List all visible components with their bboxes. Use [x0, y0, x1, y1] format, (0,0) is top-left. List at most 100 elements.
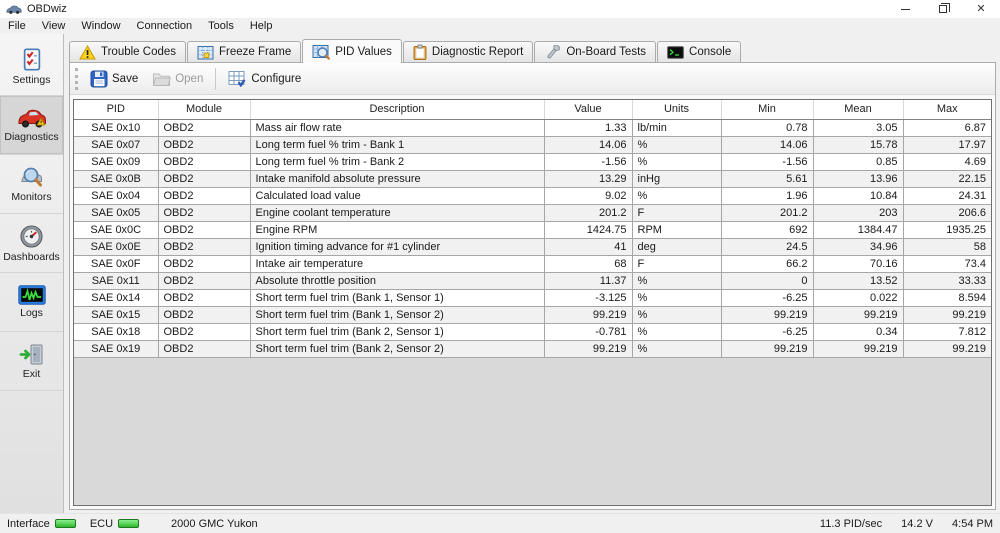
- sidebar-item-label: Diagnostics: [4, 130, 59, 143]
- settings-checklist-icon: [20, 47, 44, 72]
- table-cell: 0.34: [813, 323, 904, 341]
- status-right-group: 11.3 PID/sec 14.2 V 4:54 PM: [804, 518, 993, 530]
- table-cell: %: [632, 136, 722, 154]
- table-cell: Engine RPM: [250, 221, 545, 239]
- table-cell: OBD2: [158, 340, 251, 358]
- table-cell: 201.2: [721, 204, 814, 222]
- tab-freeze-frame[interactable]: Freeze Frame: [187, 41, 302, 62]
- sidebar-item-label: Exit: [22, 367, 41, 380]
- table-row[interactable]: SAE 0x15 OBD2 Short term fuel trim (Bank 1…: [74, 306, 991, 324]
- table-cell: Intake air temperature: [250, 255, 545, 273]
- table-cell: %: [632, 306, 722, 324]
- tab-diagnostic-report[interactable]: Diagnostic Report: [402, 41, 534, 62]
- tab-label: Trouble Codes: [101, 46, 177, 58]
- sidebar-item-diagnostics[interactable]: Diagnostics: [0, 96, 63, 155]
- table-cell: OBD2: [158, 306, 251, 324]
- table-cell: -0.781: [544, 323, 633, 341]
- ecu-status-led: [118, 519, 140, 528]
- table-row[interactable]: SAE 0x09 OBD2 Long term fuel % trim - Bank…: [74, 153, 991, 171]
- column-header-mean[interactable]: Mean: [813, 100, 904, 120]
- table-cell: OBD2: [158, 119, 251, 137]
- save-button-label: Save: [112, 72, 139, 85]
- menu-item-help[interactable]: Help: [249, 20, 273, 32]
- close-button[interactable]: ✕: [962, 0, 1000, 18]
- column-header-max[interactable]: Max: [903, 100, 991, 120]
- tab-trouble-codes[interactable]: Trouble Codes: [69, 41, 187, 62]
- table-cell: SAE 0x0B: [74, 170, 159, 188]
- table-cell: SAE 0x0C: [74, 221, 159, 239]
- table-row[interactable]: SAE 0x05 OBD2 Engine coolant temperature 20…: [74, 204, 991, 222]
- open-button[interactable]: Open: [145, 67, 210, 91]
- save-button[interactable]: Save: [83, 66, 145, 92]
- table-row[interactable]: SAE 0x14 OBD2 Short term fuel trim (Bank 1…: [74, 289, 991, 307]
- sidebar-item-dashboards[interactable]: Dashboards: [0, 214, 63, 273]
- menu-item-file[interactable]: File: [8, 20, 26, 32]
- table-cell: -1.56: [721, 153, 814, 171]
- table-cell: 99.219: [544, 306, 633, 324]
- table-cell: 0.78: [721, 119, 814, 137]
- table-cell: 9.02: [544, 187, 633, 205]
- toolbar-grip[interactable]: [75, 67, 78, 90]
- logs-waveform-icon: [17, 285, 46, 305]
- table-row[interactable]: SAE 0x0E OBD2 Ignition timing advance for …: [74, 238, 991, 256]
- tab-label: On-Board Tests: [566, 46, 647, 58]
- tab-console[interactable]: Console: [657, 41, 742, 62]
- tab-pid-values[interactable]: PID Values: [302, 39, 402, 63]
- table-cell: %: [632, 323, 722, 341]
- configure-button[interactable]: Configure: [221, 66, 308, 91]
- column-header-units[interactable]: Units: [632, 100, 722, 120]
- table-cell: 203: [813, 204, 904, 222]
- minimize-icon: [900, 8, 910, 10]
- table-cell: 7.812: [903, 323, 991, 341]
- table-row[interactable]: SAE 0x10 OBD2 Mass air flow rate 1.33 lb/min…: [74, 119, 991, 137]
- sidebar-item-exit[interactable]: Exit: [0, 332, 63, 391]
- table-cell: F: [632, 255, 722, 273]
- column-header-description[interactable]: Description: [250, 100, 545, 120]
- column-header-value[interactable]: Value: [544, 100, 633, 120]
- tab-label: Console: [689, 46, 732, 58]
- column-header-min[interactable]: Min: [721, 100, 814, 120]
- toolbar-separator: [215, 67, 217, 90]
- table-cell: %: [632, 272, 722, 290]
- menu-item-view[interactable]: View: [41, 20, 66, 32]
- sidebar-item-logs[interactable]: Logs: [0, 273, 63, 332]
- table-row[interactable]: SAE 0x19 OBD2 Short term fuel trim (Bank 2…: [74, 340, 991, 358]
- column-header-module[interactable]: Module: [158, 100, 251, 120]
- table-cell: SAE 0x04: [74, 187, 159, 205]
- menu-item-window[interactable]: Window: [81, 20, 121, 32]
- table-cell: Short term fuel trim (Bank 1, Sensor 2): [250, 306, 545, 324]
- table-cell: Long term fuel % trim - Bank 2: [250, 153, 545, 171]
- main-area: Trouble Codes Freeze Frame: [65, 34, 1000, 513]
- sidebar-item-label: Monitors: [11, 191, 52, 203]
- table-row[interactable]: SAE 0x0B OBD2 Intake manifold absolute pre…: [74, 170, 991, 188]
- table-cell: inHg: [632, 170, 722, 188]
- table-row[interactable]: SAE 0x0F OBD2 Intake air temperature 68 F 66.…: [74, 255, 991, 273]
- pid-values-icon: [312, 44, 331, 60]
- table-row[interactable]: SAE 0x18 OBD2 Short term fuel trim (Bank 2…: [74, 323, 991, 341]
- menu-bar: File View Window Connection Tools Help: [0, 18, 1000, 34]
- table-cell: 206.6: [903, 204, 991, 222]
- wrench-icon: [544, 44, 561, 60]
- table-cell: 99.219: [903, 306, 991, 324]
- table-cell: 34.96: [813, 238, 904, 256]
- table-cell: %: [632, 187, 722, 205]
- table-cell: 3.05: [813, 119, 904, 137]
- column-header-pid[interactable]: PID: [74, 100, 159, 120]
- tab-on-board-tests[interactable]: On-Board Tests: [534, 41, 657, 62]
- table-cell: SAE 0x14: [74, 289, 159, 307]
- car-app-icon: [6, 4, 22, 15]
- table-cell: 6.87: [903, 119, 991, 137]
- table-row[interactable]: SAE 0x0C OBD2 Engine RPM 1424.75 RPM 692 1384.…: [74, 221, 991, 239]
- table-row[interactable]: SAE 0x04 OBD2 Calculated load value 9.02% 1.…: [74, 187, 991, 205]
- table-cell: 1.33: [544, 119, 633, 137]
- table-cell: 68: [544, 255, 633, 273]
- restore-button[interactable]: [924, 0, 962, 18]
- sidebar-item-monitors[interactable]: Monitors: [0, 155, 63, 214]
- menu-item-tools[interactable]: Tools: [208, 20, 234, 32]
- table-row[interactable]: SAE 0x11 OBD2 Absolute throttle position 11…: [74, 272, 991, 290]
- minimize-button[interactable]: [886, 0, 924, 18]
- sidebar-item-settings[interactable]: Settings: [0, 37, 63, 96]
- table-cell: 0.022: [813, 289, 904, 307]
- table-row[interactable]: SAE 0x07 OBD2 Long term fuel % trim - Bank…: [74, 136, 991, 154]
- menu-item-connection[interactable]: Connection: [136, 20, 193, 32]
